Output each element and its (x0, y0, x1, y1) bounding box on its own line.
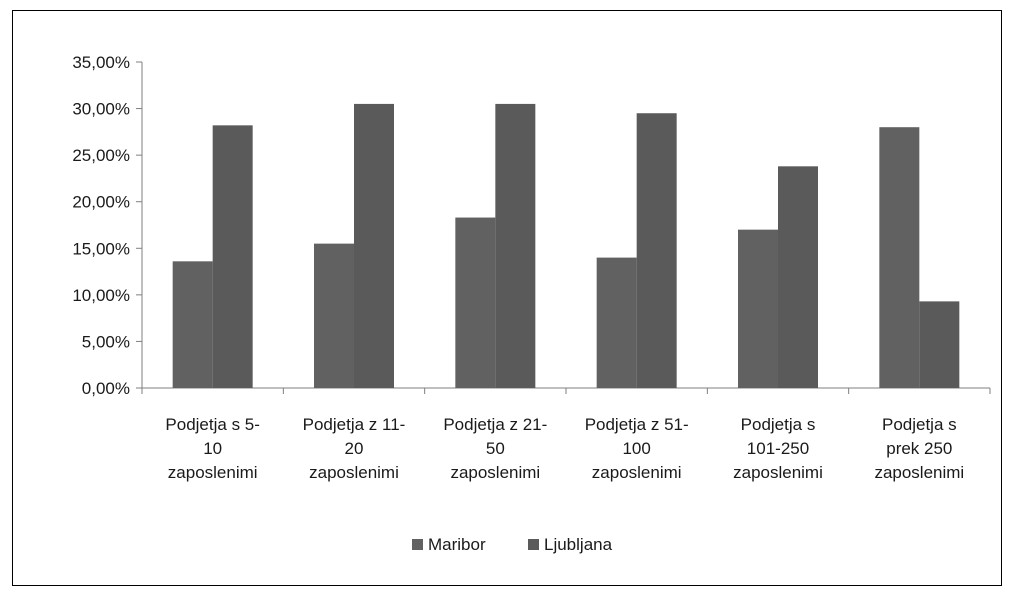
x-category-label: Podjetja s prek 250 zaposlenimi (874, 415, 964, 482)
bar-ljubljana-4 (778, 166, 818, 388)
x-category-label-line: zaposlenimi (592, 463, 682, 482)
x-category-label: Podjetja z 21- 50 zaposlenimi (443, 415, 547, 482)
x-category-label-line: zaposlenimi (450, 463, 540, 482)
x-category-label-line: 101-250 (747, 439, 809, 458)
bar-maribor-2 (455, 217, 496, 388)
x-category-label: Podjetja s 101-250 zaposlenimi (733, 415, 823, 482)
bar-maribor-4 (738, 229, 778, 388)
bar-maribor-5 (879, 127, 920, 388)
legend-label-maribor: Maribor (428, 535, 486, 554)
y-tick-label: 25,00% (72, 146, 130, 165)
x-category-label: Podjetja s 5- 10 zaposlenimi (165, 415, 260, 482)
x-category-label-line: prek 250 (886, 439, 952, 458)
bar-ljubljana-5 (919, 301, 960, 388)
legend-swatch-maribor (412, 539, 423, 550)
y-tick-label: 15,00% (72, 239, 130, 258)
x-category-label-line: Podjetja z 11- (303, 415, 406, 434)
x-category-label-line: 50 (486, 439, 505, 458)
bar-ljubljana-0 (212, 125, 253, 388)
x-category-label: Podjetja z 11- 20 zaposlenimi (303, 415, 406, 482)
x-category-label-line: Podjetja s (882, 415, 957, 434)
bar-maribor-1 (314, 243, 354, 388)
x-category-label-line: zaposlenimi (733, 463, 823, 482)
x-category-label-line: Podjetja s (741, 415, 816, 434)
x-category-label-line: 20 (345, 439, 364, 458)
legend-label-ljubljana: Ljubljana (544, 535, 613, 554)
x-category-label-line: 10 (203, 439, 222, 458)
bar-ljubljana-3 (636, 113, 677, 388)
x-category-label-line: zaposlenimi (168, 463, 258, 482)
bar-ljubljana-2 (495, 103, 536, 389)
x-category-label: Podjetja z 51- 100 zaposlenimi (585, 415, 689, 482)
x-category-label-line: Podjetja z 21- (443, 415, 547, 434)
y-tick-label: 30,00% (72, 100, 130, 119)
y-tick-label: 20,00% (72, 193, 130, 212)
x-category-label-line: zaposlenimi (309, 463, 399, 482)
bar-maribor-3 (596, 257, 637, 388)
x-category-label-line: Podjetja z 51- (585, 415, 689, 434)
bar-ljubljana-1 (354, 103, 394, 389)
y-tick-label: 0,00% (82, 379, 130, 398)
legend-swatch-ljubljana (528, 539, 539, 550)
x-category-label-line: 100 (622, 439, 650, 458)
bar-maribor-0 (172, 261, 213, 388)
y-tick-label: 35,00% (72, 53, 130, 72)
x-category-label-line: zaposlenimi (874, 463, 964, 482)
y-tick-label: 5,00% (82, 332, 130, 351)
x-category-label-line: Podjetja s 5- (165, 415, 260, 434)
y-tick-label: 10,00% (72, 286, 130, 305)
